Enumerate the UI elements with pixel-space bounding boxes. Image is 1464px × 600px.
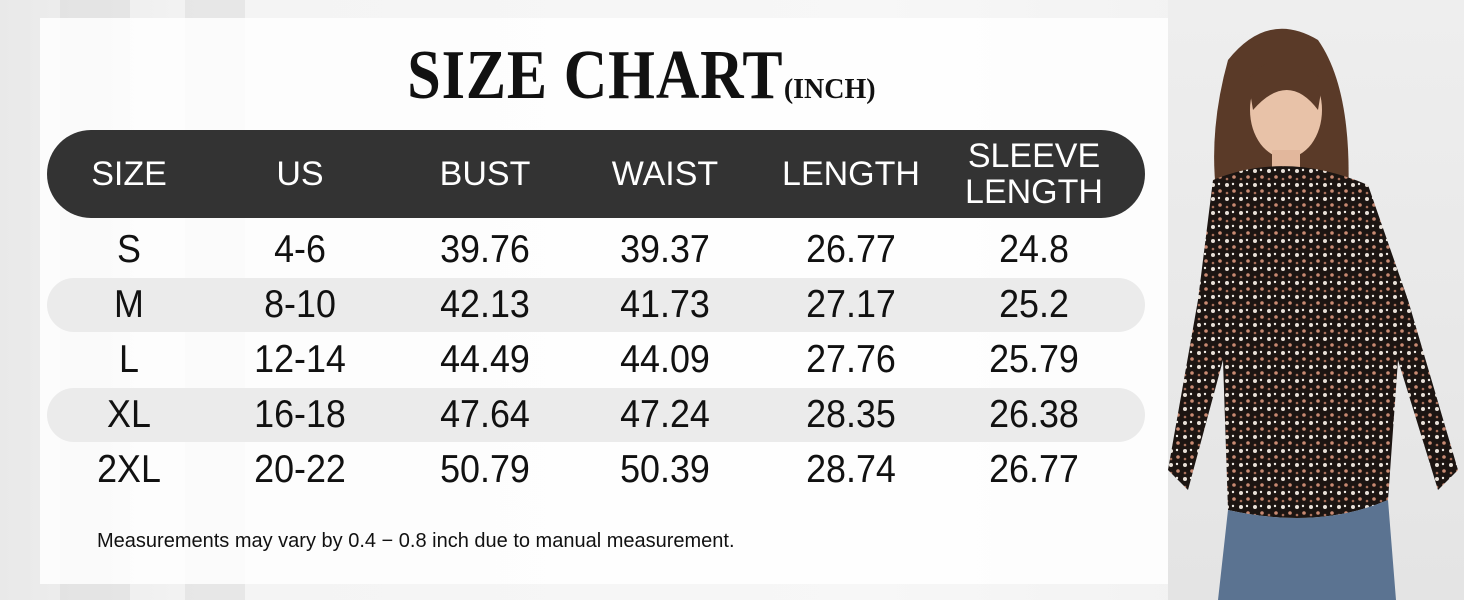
table-cell: 28.74 bbox=[806, 448, 896, 491]
table-cell: S bbox=[117, 228, 141, 271]
table-cell: 44.09 bbox=[620, 338, 710, 381]
column-header-us: US bbox=[276, 155, 324, 193]
table-cell: 25.2 bbox=[999, 283, 1069, 326]
table-cell: 4-6 bbox=[274, 228, 326, 271]
model-illustration bbox=[1168, 28, 1458, 600]
table-header: SIZE US BUST WAIST LENGTH SLEEVE LENGTH bbox=[47, 130, 1145, 218]
table-cell: 25.79 bbox=[989, 338, 1079, 381]
column-header-size: SIZE bbox=[91, 155, 167, 193]
table-cell: 44.49 bbox=[440, 338, 530, 381]
table-cell: 39.37 bbox=[620, 228, 710, 271]
table-cell: 2XL bbox=[97, 448, 161, 491]
title-unit: (INCH) bbox=[783, 74, 876, 105]
table-cell: L bbox=[119, 338, 139, 381]
table-cell: XL bbox=[107, 393, 151, 436]
table-cell: M bbox=[114, 283, 144, 326]
table-cell: 50.79 bbox=[440, 448, 530, 491]
table-cell: 42.13 bbox=[440, 283, 530, 326]
table-cell: 26.38 bbox=[989, 393, 1079, 436]
table-cell: 26.77 bbox=[806, 228, 896, 271]
column-header-waist: WAIST bbox=[611, 155, 719, 193]
table-cell: 12-14 bbox=[254, 338, 346, 381]
table-row: S 4-6 39.76 39.37 26.77 24.8 bbox=[47, 223, 1145, 277]
column-header-bust: BUST bbox=[439, 155, 531, 193]
table-cell: 41.73 bbox=[620, 283, 710, 326]
title-main: SIZE CHART bbox=[407, 37, 784, 114]
column-header-sleeve-length: SLEEVE LENGTH bbox=[965, 137, 1103, 211]
table-row: M 8-10 42.13 41.73 27.17 25.2 bbox=[47, 278, 1145, 332]
table-cell: 24.8 bbox=[999, 228, 1069, 271]
measurement-note: Measurements may vary by 0.4 − 0.8 inch … bbox=[97, 530, 735, 552]
table-cell: 47.64 bbox=[440, 393, 530, 436]
table-cell: 39.76 bbox=[440, 228, 530, 271]
table-cell: 28.35 bbox=[806, 393, 896, 436]
table-cell: 26.77 bbox=[989, 448, 1079, 491]
table-cell: 16-18 bbox=[254, 393, 346, 436]
table-row: XL 16-18 47.64 47.24 28.35 26.38 bbox=[47, 388, 1145, 442]
table-cell: 27.17 bbox=[806, 283, 896, 326]
table-row: 2XL 20-22 50.79 50.39 28.74 26.77 bbox=[47, 443, 1145, 497]
table-cell: 50.39 bbox=[620, 448, 710, 491]
table-cell: 8-10 bbox=[264, 283, 336, 326]
page-title: SIZE CHART(INCH) bbox=[0, 36, 1222, 116]
column-header-length: LENGTH bbox=[782, 155, 920, 193]
table-cell: 47.24 bbox=[620, 393, 710, 436]
table-row: L 12-14 44.49 44.09 27.76 25.79 bbox=[47, 333, 1145, 387]
model-photo bbox=[1168, 0, 1464, 600]
table-cell: 27.76 bbox=[806, 338, 896, 381]
table-cell: 20-22 bbox=[254, 448, 346, 491]
